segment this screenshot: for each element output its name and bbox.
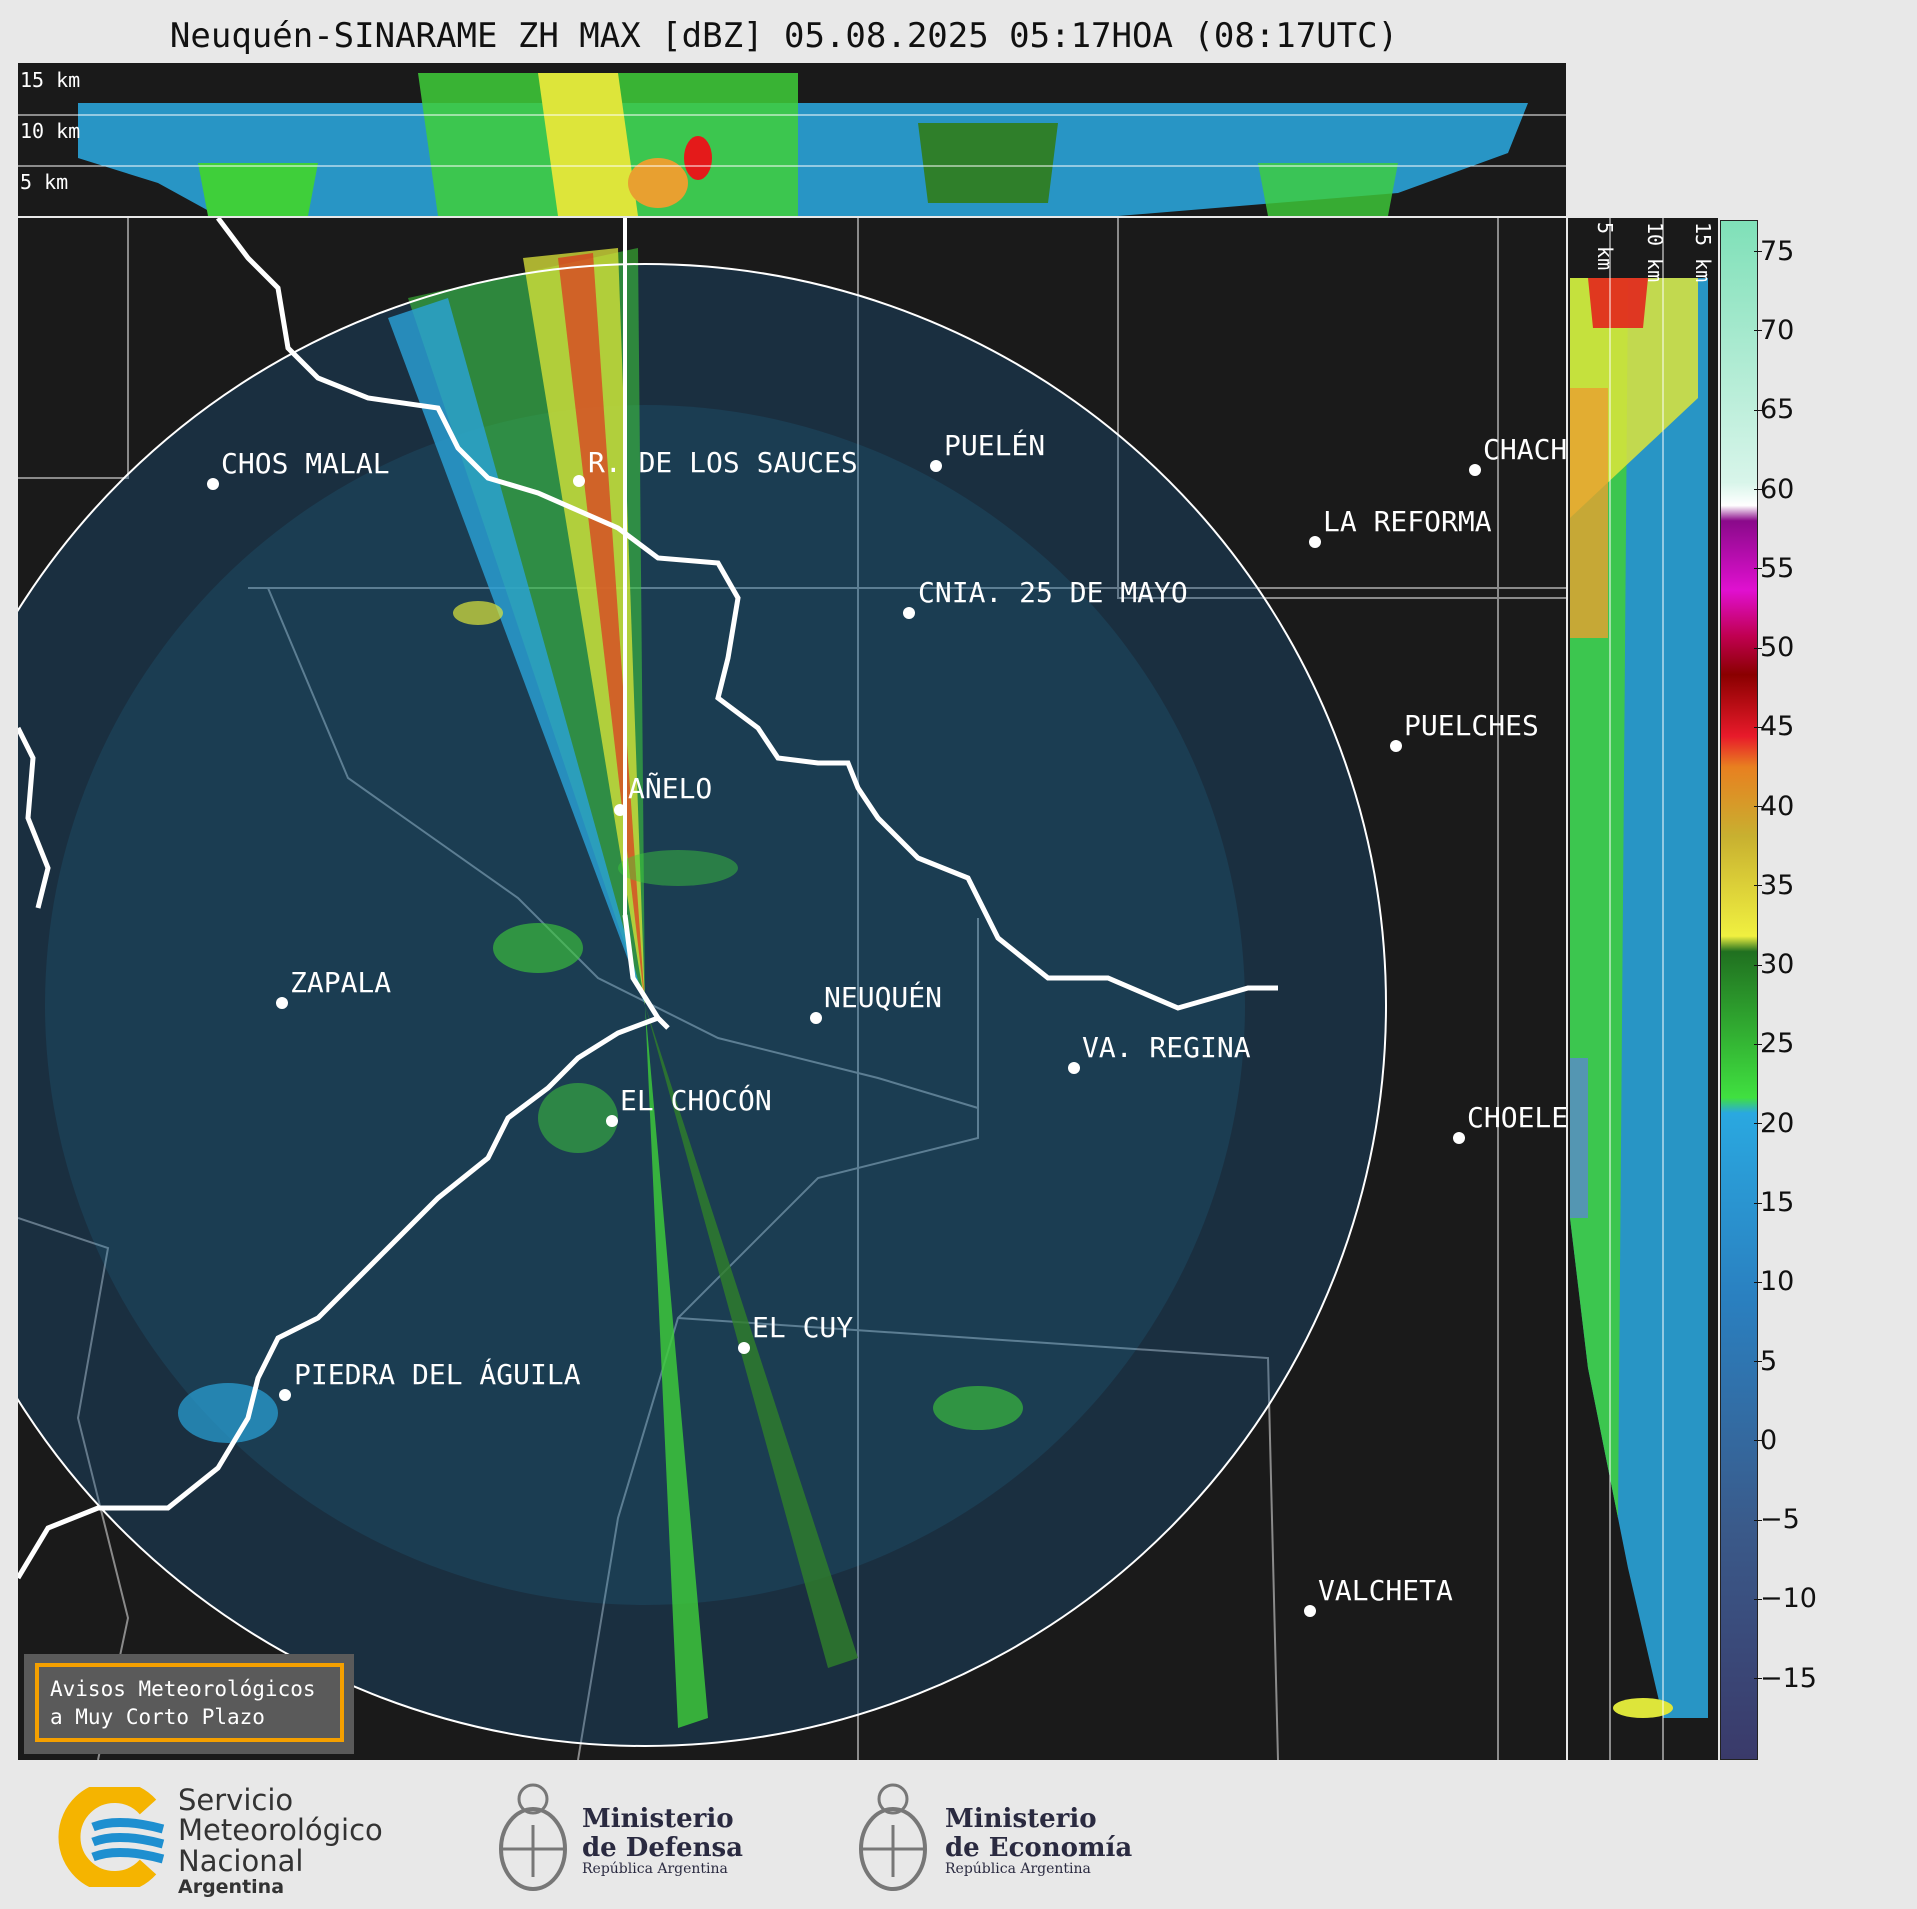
city-label-rincon-de-los-sauces: R. DE LOS SAUCES: [588, 446, 858, 479]
city-label-valcheta: VALCHETA: [1318, 1574, 1453, 1607]
defensa-seal-icon: [499, 1783, 567, 1891]
page-title: Neuquén-SINARAME ZH MAX [dBZ] 05.08.2025…: [169, 16, 1399, 56]
dbz-colorbar: [1720, 220, 1758, 1760]
city-label-cnia-25-de-mayo: CNIA. 25 DE MAYO: [918, 576, 1188, 609]
radar-range-ring: [18, 263, 1387, 1747]
top-height-label-15: 15 km: [20, 68, 80, 92]
colorbar-tick-6: 45: [1753, 711, 1795, 743]
smn-logo-icon: [58, 1787, 165, 1887]
side-height-label-10: 10 km: [1643, 222, 1667, 282]
warning-box-line1: Avisos Meteorológicos: [50, 1677, 316, 1701]
city-label-el-cuy: EL CUY: [752, 1311, 853, 1344]
colorbar-tick-12: 15: [1753, 1187, 1795, 1219]
colorbar-tick-16: −5: [1754, 1504, 1800, 1536]
colorbar-tick-0: 75: [1753, 235, 1795, 267]
colorbar-tick-10: 25: [1753, 1028, 1795, 1060]
city-markers: [207, 460, 1481, 1617]
river-lines: [18, 218, 1278, 1580]
colorbar-tick-18: −15: [1754, 1662, 1817, 1694]
colorbar-tick-17: −10: [1754, 1583, 1817, 1615]
top-height-label-10: 10 km: [20, 119, 80, 143]
colorbar-tick-4: 55: [1753, 552, 1795, 584]
radar-map[interactable]: CHOS MALAL R. DE LOS SAUCES PUELÉN CHACH…: [18, 218, 1566, 1760]
city-label-piedra-del-aguila: PIEDRA DEL ÁGUILA: [294, 1357, 581, 1391]
colorbar-tick-13: 10: [1753, 1266, 1795, 1298]
city-label-puelches: PUELCHES: [1404, 709, 1539, 742]
economia-name: Ministerio de Economía República Argenti…: [945, 1804, 1133, 1878]
colorbar-tick-2: 65: [1753, 394, 1795, 426]
colorbar-tick-8: 35: [1753, 869, 1795, 901]
footer-logos: Servicio Meteorológico Nacional Argentin…: [0, 1765, 1917, 1909]
top-echo-band: [78, 73, 1528, 216]
city-labels: CHOS MALAL R. DE LOS SAUCES PUELÉN CHACH…: [221, 428, 1566, 1607]
economia-seal-icon: [859, 1783, 927, 1891]
defensa-name: Ministerio de Defensa República Argentin…: [582, 1804, 743, 1878]
city-label-chos-malal: CHOS MALAL: [221, 447, 390, 480]
colorbar-tick-9: 30: [1753, 949, 1795, 981]
city-label-villa-regina: VA. REGINA: [1082, 1031, 1251, 1064]
colorbar-tick-14: 5: [1753, 1345, 1778, 1377]
top-cross-section: 15 km 10 km 5 km: [18, 63, 1566, 216]
colorbar-tick-1: 70: [1753, 314, 1795, 346]
colorbar-tick-11: 20: [1753, 1107, 1795, 1139]
warning-box: Avisos Meteorológicos a Muy Corto Plazo: [24, 1654, 354, 1754]
city-label-neuquen: NEUQUÉN: [824, 980, 942, 1014]
side-height-label-15: 15 km: [1691, 222, 1715, 282]
colorbar-tick-3: 60: [1753, 473, 1795, 505]
city-label-puelen: PUELÉN: [944, 428, 1045, 462]
radar-echoes: [18, 248, 1386, 1746]
side-echo-band: [1570, 278, 1708, 1718]
city-label-el-chocon: EL CHOCÓN: [620, 1083, 772, 1117]
top-height-label-5: 5 km: [20, 170, 68, 194]
province-borders: [18, 218, 1566, 1760]
side-height-label-5: 5 km: [1593, 222, 1617, 270]
city-label-zapala: ZAPALA: [290, 966, 391, 999]
city-label-chachi: CHACH: [1483, 433, 1566, 466]
colorbar-tick-7: 40: [1753, 790, 1795, 822]
city-label-anelo: AÑELO: [628, 771, 712, 805]
side-cross-section: 5 km 10 km 15 km: [1568, 218, 1718, 1760]
colorbar-tick-15: 0: [1753, 1424, 1778, 1456]
city-label-la-reforma: LA REFORMA: [1323, 505, 1492, 538]
city-label-choele: CHOELE: [1467, 1101, 1566, 1134]
warning-box-line2: a Muy Corto Plazo: [50, 1705, 265, 1729]
smn-name: Servicio Meteorológico Nacional Argentin…: [178, 1783, 383, 1899]
colorbar-tick-5: 50: [1753, 632, 1795, 664]
